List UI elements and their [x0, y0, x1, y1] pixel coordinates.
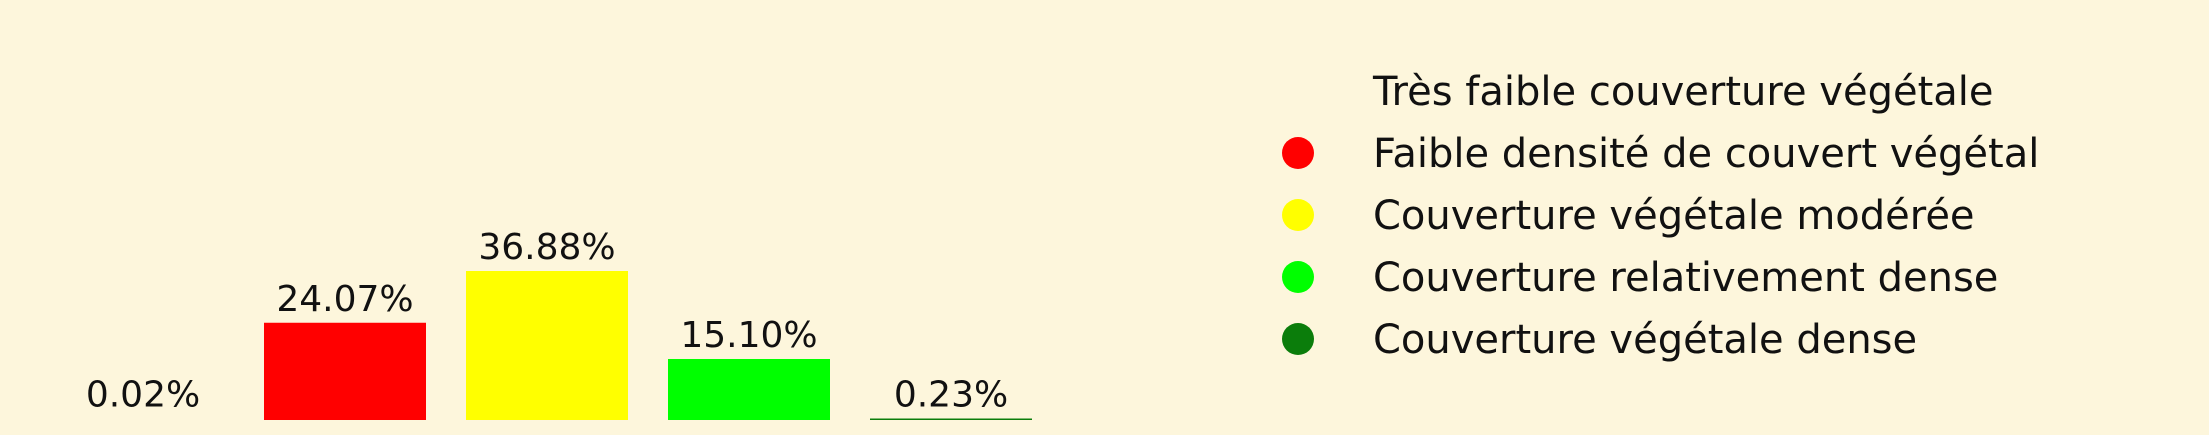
legend-marker	[1282, 199, 1314, 231]
bar-2	[264, 322, 426, 420]
legend-label: Couverture relativement dense	[1373, 255, 1998, 301]
legend-label: Très faible couverture végétale	[1372, 69, 1994, 115]
legend-marker	[1282, 323, 1314, 355]
legend: Très faible couverture végétale Faible de…	[1282, 69, 2039, 363]
bar-5	[870, 418, 1032, 420]
bar-value-label: 24.07%	[276, 279, 413, 320]
legend-marker	[1282, 137, 1314, 169]
legend-label: Couverture végétale modérée	[1373, 193, 1975, 239]
legend-marker	[1282, 75, 1314, 107]
bars-layer: 0.02% 24.07% 36.88% 15.10% 0.23%	[62, 227, 1032, 420]
bar-value-label: 0.23%	[894, 375, 1008, 416]
bar-value-label: 36.88%	[478, 227, 615, 268]
bar-1	[62, 418, 224, 420]
bar-value-label: 0.02%	[86, 375, 200, 416]
legend-label: Couverture végétale dense	[1373, 317, 1917, 363]
bar-4	[668, 358, 830, 420]
legend-marker	[1282, 261, 1314, 293]
legend-label: Faible densité de couvert végétal	[1373, 131, 2039, 177]
bar-3	[466, 271, 628, 420]
bar-value-label: 15.10%	[680, 315, 817, 356]
